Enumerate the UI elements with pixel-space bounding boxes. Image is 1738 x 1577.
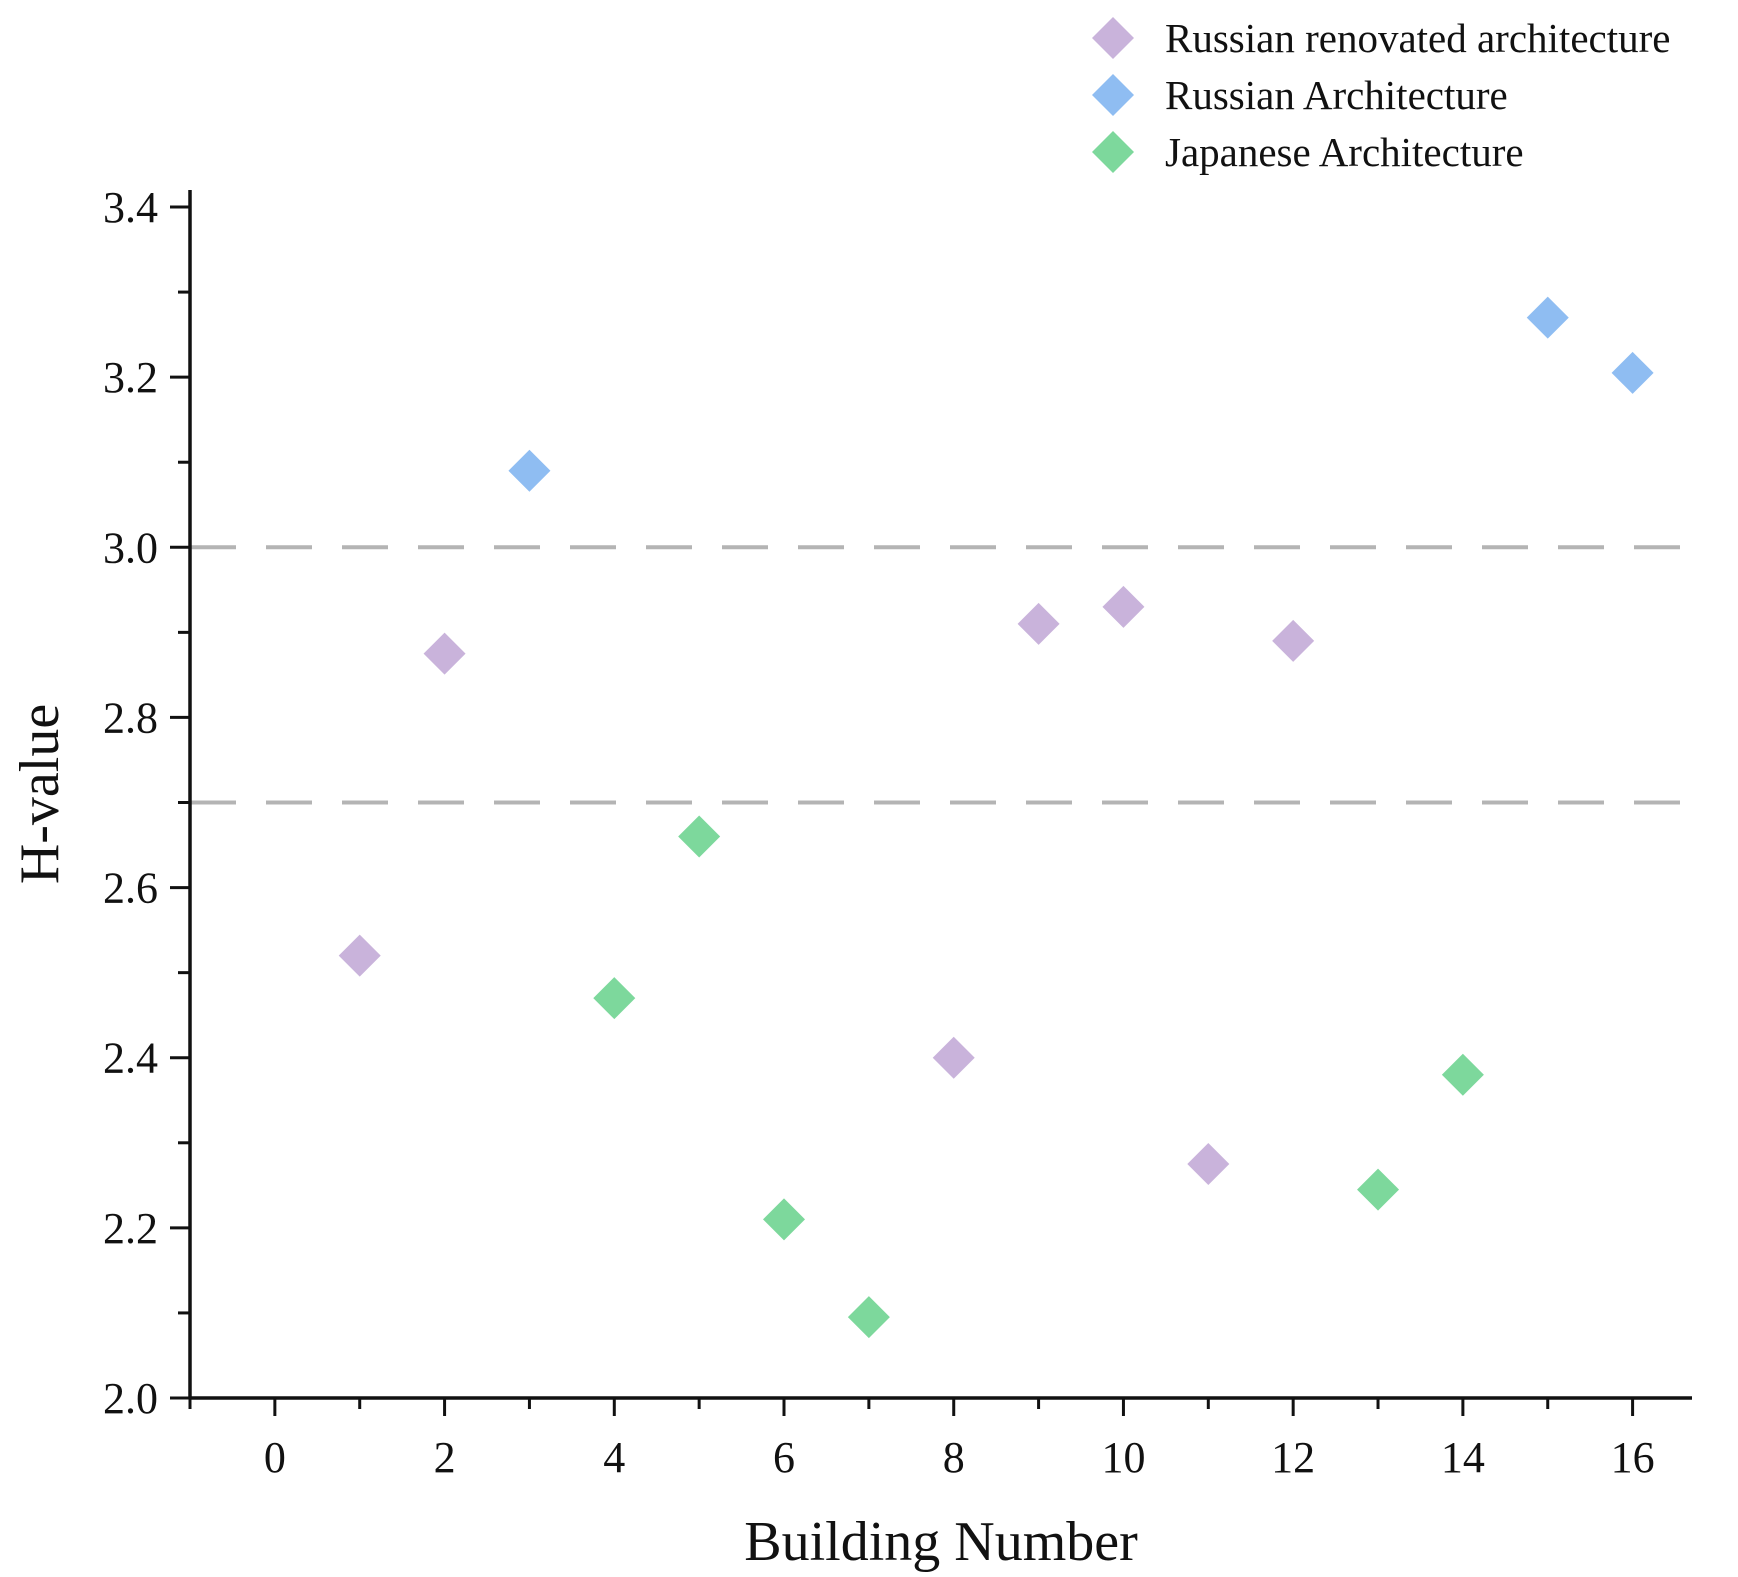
x-tick-label: 8	[943, 1433, 965, 1482]
data-point-series-0	[1187, 1143, 1230, 1186]
x-tick-label: 6	[773, 1433, 795, 1482]
y-tick-label: 3.2	[103, 353, 158, 402]
legend-marker-2	[1092, 131, 1134, 173]
x-tick-label: 2	[434, 1433, 456, 1482]
legend-label-2: Japanese Architecture	[1165, 129, 1524, 175]
data-point-series-2	[1441, 1053, 1484, 1096]
reference-lines	[190, 545, 1692, 805]
legend-marker-1	[1092, 74, 1134, 116]
y-tick-label: 3.0	[103, 523, 158, 572]
data-point-series-0	[423, 632, 466, 675]
y-tick-label: 2.2	[103, 1204, 158, 1253]
x-tick-label: 10	[1101, 1433, 1145, 1482]
data-point-series-0	[1272, 619, 1315, 662]
y-tick-label: 2.4	[103, 1034, 158, 1083]
data-point-series-0	[1017, 602, 1060, 645]
data-point-series-2	[678, 815, 721, 858]
x-tick-label: 12	[1271, 1433, 1315, 1482]
y-tick-label: 3.4	[103, 183, 158, 232]
data-point-series-0	[338, 934, 381, 977]
data-point-series-1	[1611, 351, 1654, 394]
legend-marker-0	[1092, 17, 1134, 59]
x-tick-label: 4	[603, 1433, 625, 1482]
data-point-series-1	[508, 449, 551, 492]
legend-label-1: Russian Architecture	[1165, 72, 1508, 118]
y-tick-label: 2.6	[103, 864, 158, 913]
data-point-series-2	[1357, 1168, 1400, 1211]
y-axis-ticks: 2.0 2.2 2.4 2.6 2.8 3.0 3.2 3.4	[103, 183, 190, 1423]
y-axis-title: H-value	[9, 704, 71, 884]
y-tick-label: 2.0	[103, 1374, 158, 1423]
data-point-series-2	[593, 977, 636, 1020]
x-tick-label: 14	[1441, 1433, 1485, 1482]
data-points	[338, 296, 1654, 1339]
y-tick-label: 2.8	[103, 693, 158, 742]
x-tick-label: 0	[264, 1433, 286, 1482]
axes	[188, 190, 1692, 1400]
data-point-series-2	[763, 1198, 806, 1241]
x-axis-ticks: 0 2 4 6 8 10 12 14 16	[188, 1398, 1655, 1482]
x-tick-label: 16	[1611, 1433, 1655, 1482]
data-point-series-1	[1526, 296, 1569, 339]
legend-label-0: Russian renovated architecture	[1165, 15, 1670, 61]
data-point-series-0	[932, 1036, 975, 1079]
legend: Russian renovated architecture Russian A…	[1092, 15, 1670, 175]
x-axis-title: Building Number	[744, 1511, 1138, 1573]
data-point-series-0	[1102, 585, 1145, 628]
data-point-series-2	[847, 1296, 890, 1339]
